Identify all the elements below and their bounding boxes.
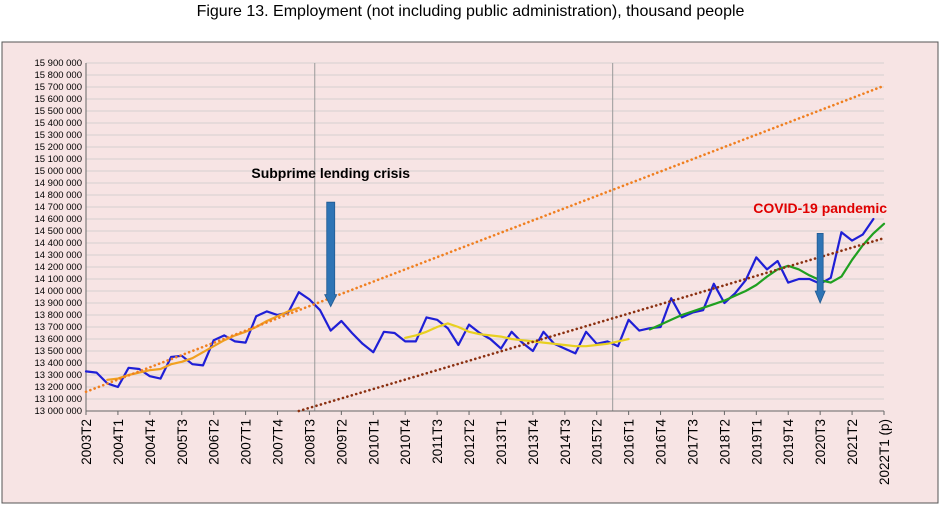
y-tick-label: 14 700 000: [34, 202, 82, 213]
y-tick-label: 15 500 000: [34, 106, 82, 117]
x-tick-label: 2004T4: [143, 419, 158, 465]
y-tick-label: 14 900 000: [34, 178, 82, 189]
y-tick-label: 14 500 000: [34, 226, 82, 237]
x-tick-label: 2004T1: [111, 419, 126, 465]
x-tick-label: 2016T4: [654, 419, 669, 465]
y-tick-label: 14 400 000: [34, 238, 82, 249]
annotation-arrow-1: [814, 233, 826, 305]
y-tick-label: 15 600 000: [34, 94, 82, 105]
x-tick-label: 2009T2: [334, 419, 349, 465]
y-tick-label: 14 800 000: [34, 190, 82, 201]
y-tick-label: 15 400 000: [34, 118, 82, 129]
trend-line-5: [297, 236, 886, 413]
x-tick-label: 2013T4: [526, 419, 541, 465]
y-tick-label: 13 900 000: [34, 298, 82, 309]
x-tick-label: 2008T3: [302, 419, 317, 465]
x-tick-label: 2005T3: [175, 419, 190, 465]
chart-area: [1, 41, 939, 504]
y-tick-label: 15 000 000: [34, 166, 82, 177]
x-tick-label: 2006T2: [207, 419, 222, 465]
y-tick-label: 13 700 000: [34, 322, 82, 333]
y-tick-label: 13 300 000: [34, 370, 82, 381]
x-tick-label: 2015T2: [590, 419, 605, 465]
annotation-label-0: Subprime lending crisis: [251, 165, 410, 181]
x-tick-label: 2010T4: [398, 419, 413, 465]
x-tick-label: 2020T3: [813, 419, 828, 465]
series-line-0: [84, 217, 875, 389]
y-tick-label: 15 100 000: [34, 154, 82, 165]
x-tick-label: 2012T2: [462, 419, 477, 465]
y-tick-label: 15 700 000: [34, 82, 82, 93]
x-tick-label: 2019T4: [781, 419, 796, 465]
x-tick-label: 2003T2: [79, 419, 94, 465]
y-tick-label: 15 900 000: [34, 58, 82, 69]
annotation-arrow-0: [324, 201, 338, 308]
x-tick-label: 2022T1 (p): [877, 419, 892, 485]
y-tick-label: 15 800 000: [34, 70, 82, 81]
x-tick-label: 2011T3: [430, 419, 445, 464]
figure-title: Figure 13. Employment (not including pub…: [196, 3, 745, 20]
y-tick-label: 13 200 000: [34, 382, 82, 393]
y-tick-label: 15 200 000: [34, 142, 82, 153]
y-tick-label: 13 500 000: [34, 346, 82, 357]
y-tick-label: 14 600 000: [34, 214, 82, 225]
x-tick-label: 2019T1: [749, 419, 764, 465]
x-tick-label: 2007T4: [271, 419, 286, 465]
x-tick-label: 2016T1: [622, 419, 637, 465]
series-line-2: [404, 322, 630, 348]
x-tick-label: 2017T3: [685, 419, 700, 465]
x-tick-label: 2014T3: [558, 419, 573, 465]
x-tick-label: 2007T1: [239, 419, 254, 465]
x-tick-label: 2013T1: [494, 419, 509, 465]
x-tick-label: 2021T2: [845, 419, 860, 465]
x-tick-label: 2010T1: [366, 419, 381, 465]
y-tick-label: 13 400 000: [34, 358, 82, 369]
annotation-label-1: COVID-19 pandemic: [753, 200, 887, 216]
trend-line-4: [84, 84, 886, 394]
chart-container: 13 000 000 13 100 000 13 200 000 13 300 000…: [0, 40, 941, 505]
y-tick-label: 13 800 000: [34, 310, 82, 321]
y-tick-label: 14 300 000: [34, 250, 82, 261]
series-line-3: [648, 222, 886, 331]
y-tick-label: 14 100 000: [34, 274, 82, 285]
series-line-1: [106, 306, 300, 381]
y-tick-label: 15 300 000: [34, 130, 82, 141]
y-tick-label: 13 600 000: [34, 334, 82, 345]
y-tick-label: 14 000 000: [34, 286, 82, 297]
y-tick-label: 13 100 000: [34, 394, 82, 405]
x-tick-label: 2018T2: [717, 419, 732, 465]
y-tick-label: 13 000 000: [34, 406, 82, 417]
y-tick-label: 14 200 000: [34, 262, 82, 273]
